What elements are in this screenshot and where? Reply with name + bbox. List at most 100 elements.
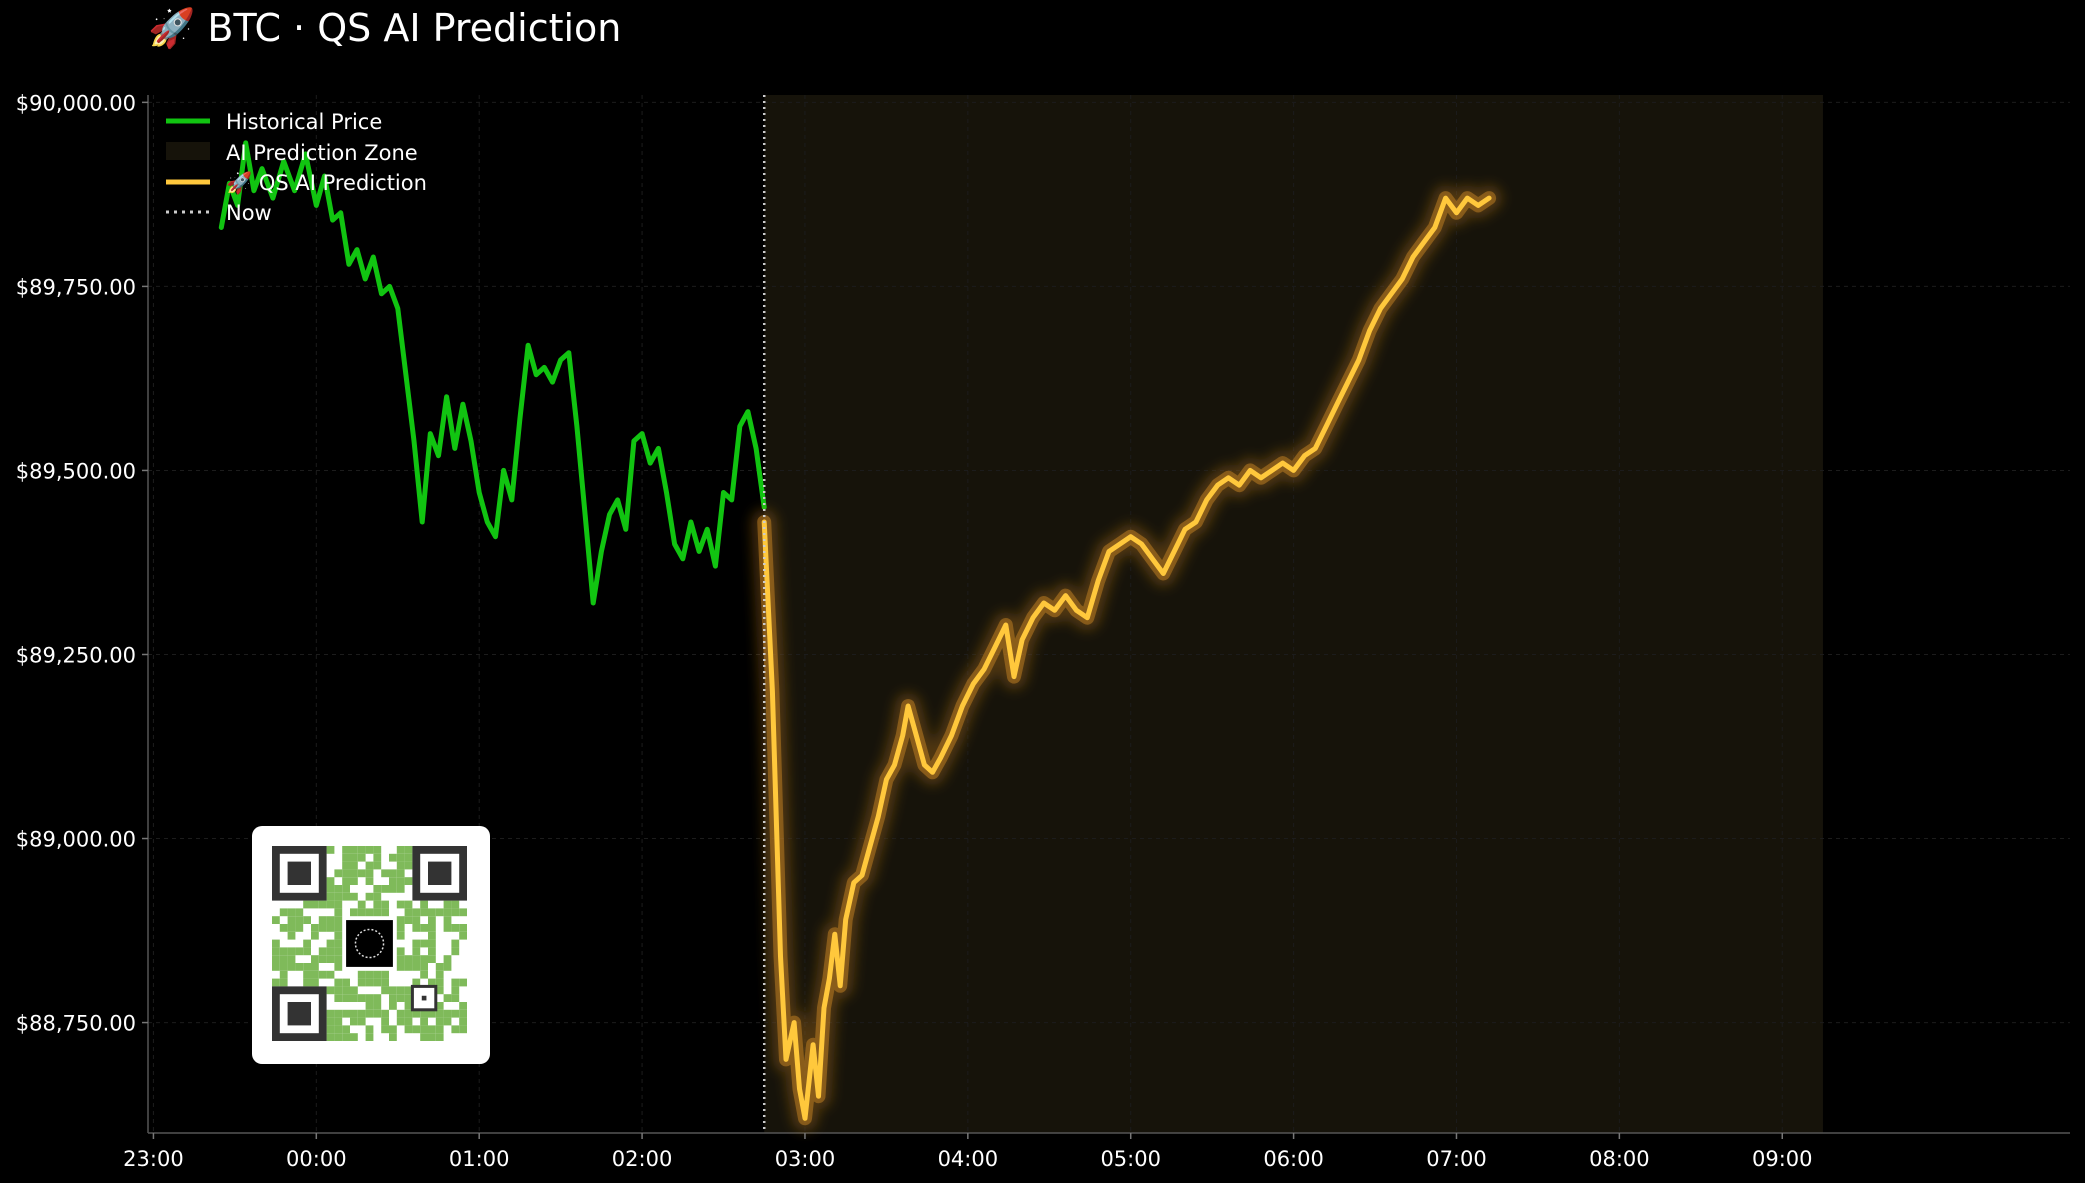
qr-module: [451, 908, 460, 917]
qr-module: [295, 908, 304, 917]
qr-module: [342, 994, 350, 1002]
qr-module: [459, 1025, 467, 1034]
qr-module: [373, 892, 382, 901]
qr-module: [287, 916, 296, 924]
qr-module: [435, 1017, 444, 1026]
qr-module: [326, 970, 335, 979]
qr-module: [459, 931, 467, 940]
qr-module: [272, 947, 280, 956]
qr-module: [435, 1009, 444, 1018]
qr-module: [365, 892, 374, 901]
qr-module: [334, 963, 343, 971]
qr-module: [396, 846, 405, 854]
qr-module: [435, 963, 444, 971]
qr-module: [396, 869, 405, 878]
qr-module: [443, 1017, 452, 1026]
qr-module: [279, 978, 288, 987]
qr-alignment-dot: [421, 995, 427, 1001]
qr-module: [350, 869, 358, 878]
qr-module: [326, 986, 335, 995]
qr-module: [365, 877, 374, 885]
qr-module: [381, 869, 389, 878]
qr-module: [334, 1009, 343, 1018]
qr-module: [420, 1033, 428, 1041]
qr-module: [381, 986, 389, 995]
qr-module: [451, 978, 460, 987]
qr-module: [303, 947, 311, 956]
qr-module: [303, 900, 311, 909]
qr-module: [303, 963, 311, 971]
qr-module: [350, 908, 358, 917]
qr-module: [342, 1033, 350, 1041]
qr-module: [451, 900, 460, 909]
qr-module: [272, 955, 280, 963]
qr-module: [420, 908, 428, 917]
qr-finder-core: [287, 1002, 311, 1026]
qr-module: [342, 869, 350, 878]
qr-module: [428, 955, 436, 963]
qr-module: [357, 853, 366, 862]
qr-module: [428, 1025, 436, 1034]
qr-module: [443, 908, 452, 917]
x-tick-label: 00:00: [286, 1147, 347, 1171]
y-tick-label: $89,500.00: [16, 459, 136, 483]
qr-module: [412, 1009, 421, 1018]
qr-module: [373, 900, 382, 909]
qr-module: [389, 1002, 397, 1010]
historical-series-line: [218, 140, 767, 606]
qr-module: [295, 924, 304, 932]
qr-module: [428, 1009, 436, 1018]
qr-module: [373, 846, 382, 854]
qr-module: [381, 1017, 389, 1026]
qr-module: [334, 1025, 343, 1034]
qr-module: [311, 931, 319, 940]
qr-module: [443, 994, 452, 1002]
qr-module: [373, 1002, 382, 1010]
qr-module: [412, 908, 421, 917]
qr-module: [412, 963, 421, 971]
legend: Historical Price AI Prediction Zone 🚀 QS…: [166, 110, 427, 225]
legend-label-historical: Historical Price: [226, 110, 382, 134]
qr-module: [365, 978, 374, 987]
qr-module: [357, 994, 366, 1002]
qr-module: [404, 1025, 413, 1034]
qr-module: [404, 877, 413, 885]
qr-module: [334, 986, 343, 995]
qr-module: [443, 963, 452, 971]
qr-module: [326, 885, 335, 893]
qr-module: [428, 947, 436, 956]
y-tick-label: $88,750.00: [16, 1012, 136, 1036]
x-tick-label: 05:00: [1100, 1147, 1161, 1171]
qr-module: [420, 970, 428, 979]
qr-module: [420, 924, 428, 932]
qr-module: [412, 924, 421, 932]
tick-layer: 23:00 00:00 01:00 02:00 03:00 04:00 05:00 06:00…: [16, 91, 1813, 1171]
qr-module: [365, 861, 374, 870]
qr-module: [404, 853, 413, 862]
qr-module: [334, 1017, 343, 1026]
qr-module: [295, 963, 304, 971]
qr-module: [350, 994, 358, 1002]
qr-module: [420, 1017, 428, 1026]
qr-module: [279, 947, 288, 956]
qr-module: [334, 916, 343, 924]
qr-module: [357, 978, 366, 987]
qr-module: [443, 1009, 452, 1018]
qr-module: [396, 885, 405, 893]
qr-module: [318, 955, 327, 963]
x-tick-label: 09:00: [1752, 1147, 1813, 1171]
qr-module: [396, 853, 405, 862]
qr-module: [326, 924, 335, 932]
qr-module: [420, 939, 428, 948]
qr-module: [404, 986, 413, 995]
x-tick-label: 07:00: [1426, 1147, 1487, 1171]
qr-module: [326, 916, 335, 924]
qr-module: [435, 1002, 444, 1010]
qr-module: [396, 955, 405, 963]
qr-module: [404, 1009, 413, 1018]
qr-module: [443, 916, 452, 924]
qr-module: [350, 853, 358, 862]
x-tick-label: 02:00: [612, 1147, 673, 1171]
qr-module: [350, 1009, 358, 1018]
